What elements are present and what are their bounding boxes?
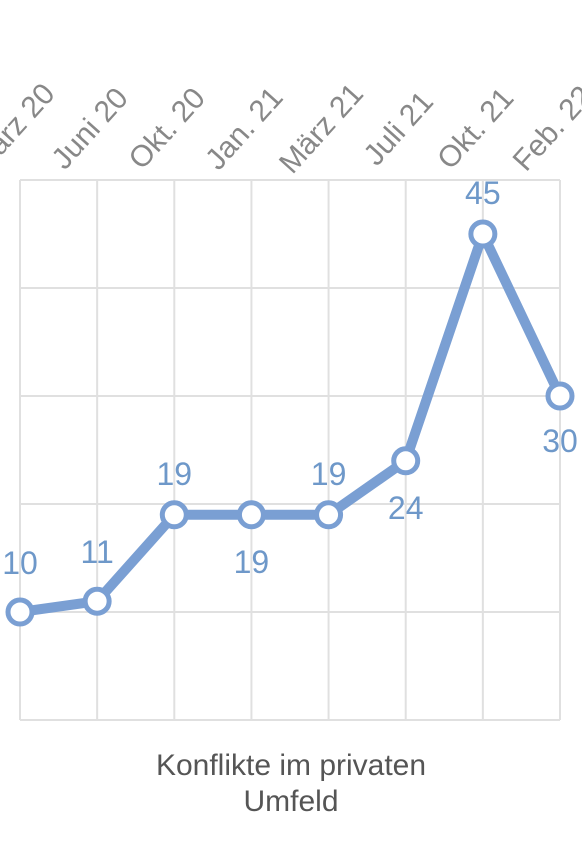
line-chart: März 20Juni 20Okt. 20Jan. 21März 21Juli …	[0, 0, 582, 847]
grid	[20, 180, 560, 720]
x-axis-label: Feb. 22	[507, 80, 582, 178]
data-label: 10	[2, 545, 38, 581]
chart-caption: Umfeld	[243, 785, 338, 818]
data-point	[548, 384, 572, 408]
data-label: 45	[465, 175, 501, 211]
data-label: 24	[388, 490, 424, 526]
chart-caption: Konflikte im privaten	[156, 749, 426, 782]
x-axis-label: Juli 21	[357, 85, 440, 172]
x-axis-label: Okt. 20	[123, 82, 212, 176]
x-axis-label: März 20	[0, 77, 61, 180]
data-point	[162, 503, 186, 527]
data-point	[471, 222, 495, 246]
data-point	[239, 503, 263, 527]
data-label: 19	[234, 544, 270, 580]
x-axis-labels: März 20Juni 20Okt. 20Jan. 21März 21Juli …	[0, 77, 582, 180]
x-axis-label: Juni 20	[45, 82, 134, 176]
x-axis-label: Okt. 21	[431, 82, 520, 176]
data-point	[317, 503, 341, 527]
data-label: 19	[311, 456, 347, 492]
x-axis-label: März 21	[273, 77, 370, 180]
data-label: 30	[542, 423, 578, 459]
data-point	[394, 449, 418, 473]
data-label: 19	[156, 456, 192, 492]
data-label: 11	[81, 534, 114, 570]
x-axis-label: Jan. 21	[199, 81, 289, 176]
data-point	[85, 589, 109, 613]
data-point	[8, 600, 32, 624]
chart-container: März 20Juni 20Okt. 20Jan. 21März 21Juli …	[0, 0, 582, 847]
